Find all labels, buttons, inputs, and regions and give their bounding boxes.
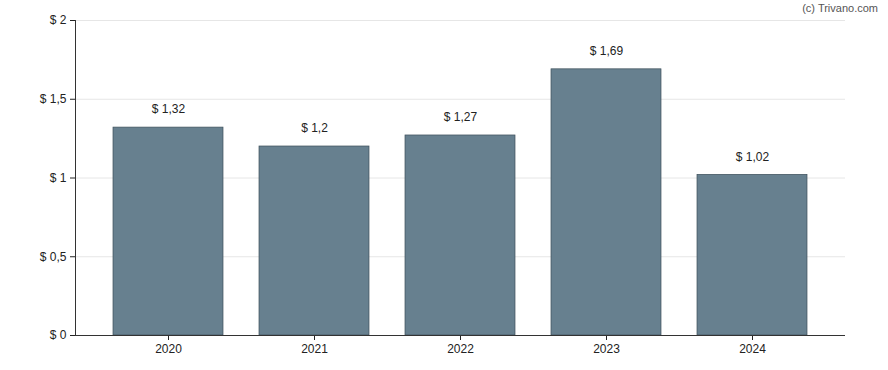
svg-text:$ 1,02: $ 1,02 — [736, 150, 770, 164]
svg-text:$ 1,32: $ 1,32 — [152, 102, 186, 116]
svg-text:2024: 2024 — [739, 342, 766, 356]
svg-text:$ 1: $ 1 — [50, 171, 67, 185]
svg-text:$ 2: $ 2 — [50, 13, 67, 27]
svg-text:2022: 2022 — [447, 342, 474, 356]
svg-text:$ 0: $ 0 — [50, 328, 67, 342]
svg-text:$ 1,27: $ 1,27 — [444, 110, 478, 124]
svg-text:$ 0,5: $ 0,5 — [40, 250, 67, 264]
svg-text:2020: 2020 — [155, 342, 182, 356]
html-text:(c) Trivano.com: (c) Trivano.com — [802, 2, 878, 14]
svg-text:2021: 2021 — [301, 342, 328, 356]
svg-text:$ 1,2: $ 1,2 — [301, 121, 328, 135]
svg-text:$ 1,69: $ 1,69 — [590, 44, 624, 58]
svg-text:2023: 2023 — [593, 342, 620, 356]
svg-text:$ 1,5: $ 1,5 — [40, 92, 67, 106]
